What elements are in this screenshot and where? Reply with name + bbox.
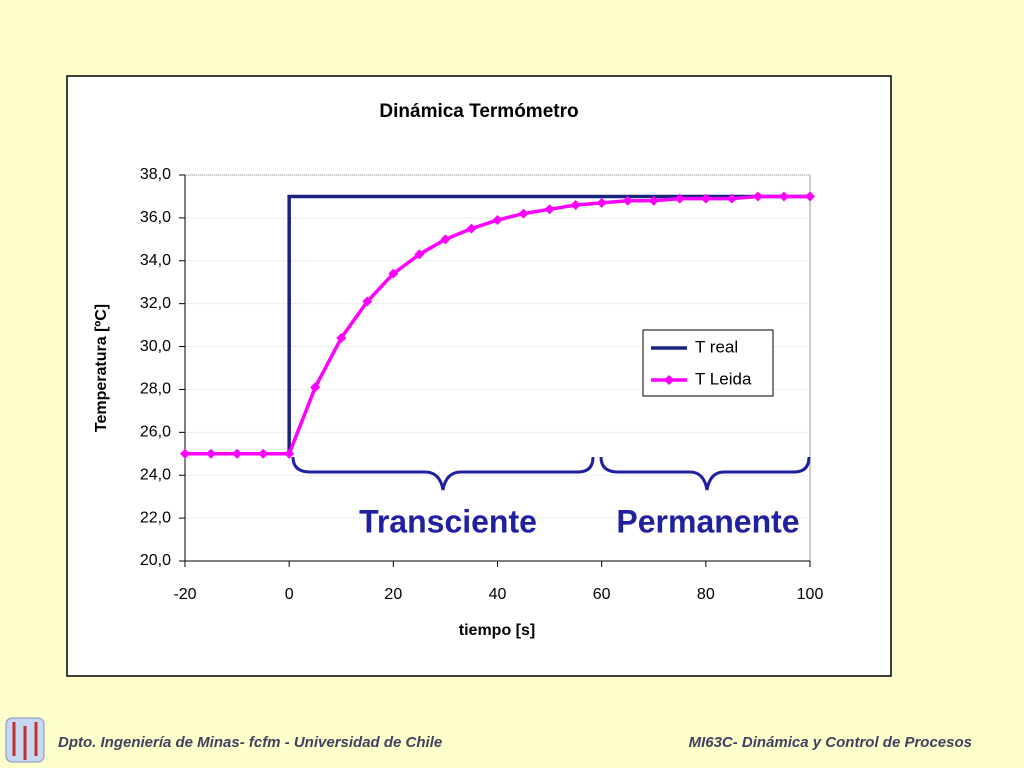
annotation: Transciente [359, 503, 537, 539]
x-tick-label: -20 [173, 586, 196, 603]
brace [599, 456, 811, 491]
x-tick-label: 60 [593, 586, 611, 603]
plot-area: 20,0 22,0 24,0 26,0 28,0 30,0 32,0 34,0 36,0 38,0… [140, 166, 824, 603]
marker [726, 193, 737, 204]
x-axis-label: tiempo [s] [459, 622, 535, 639]
y-tick-label: 38,0 [140, 166, 171, 183]
x-tick-label: 100 [797, 586, 824, 603]
y-tick-label: 20,0 [140, 552, 171, 569]
legend-marker [664, 375, 674, 385]
marker [440, 234, 451, 245]
brace [291, 456, 595, 491]
marker [648, 195, 659, 206]
y-tick-label: 30,0 [140, 338, 171, 355]
x-tick-label: 40 [489, 586, 507, 603]
marker [700, 193, 711, 204]
marker [180, 448, 190, 459]
marker [388, 268, 399, 279]
marker [206, 448, 217, 459]
marker [310, 382, 321, 393]
legend-label: T Leida [695, 369, 752, 388]
marker [492, 215, 503, 226]
marker [518, 208, 529, 219]
footer-right: MI63C- Dinámica y Control de Procesos [689, 734, 972, 751]
marker [466, 223, 477, 234]
marker [752, 191, 763, 202]
marker [778, 191, 789, 202]
y-tick-label: 34,0 [140, 252, 171, 269]
chart-title: Dinámica Termómetro [379, 101, 578, 122]
x-tick-label: 80 [697, 586, 715, 603]
marker [622, 195, 633, 206]
marker [336, 332, 347, 343]
marker [232, 448, 243, 459]
y-tick-label: 32,0 [140, 295, 171, 312]
marker [258, 448, 269, 459]
y-tick-label: 36,0 [140, 209, 171, 226]
marker [805, 191, 815, 202]
marker [570, 200, 581, 211]
marker [362, 296, 373, 307]
legend-label: T real [695, 337, 738, 356]
annotation: Permanente [616, 503, 799, 539]
marker [544, 204, 555, 215]
y-axis-label: Temperatura [ºC] [93, 304, 110, 432]
y-tick-label: 26,0 [140, 424, 171, 441]
marker [674, 193, 685, 204]
marker [284, 448, 295, 459]
marker [596, 197, 607, 208]
footer-left: Dpto. Ingeniería de Minas- fcfm - Univer… [58, 734, 442, 751]
logo [5, 717, 45, 763]
y-tick-label: 22,0 [140, 509, 171, 526]
x-tick-label: 20 [384, 586, 402, 603]
x-tick-label: 0 [285, 586, 294, 603]
marker [414, 249, 425, 260]
y-tick-label: 28,0 [140, 381, 171, 398]
legend-box [642, 329, 774, 397]
y-tick-label: 24,0 [140, 466, 171, 483]
